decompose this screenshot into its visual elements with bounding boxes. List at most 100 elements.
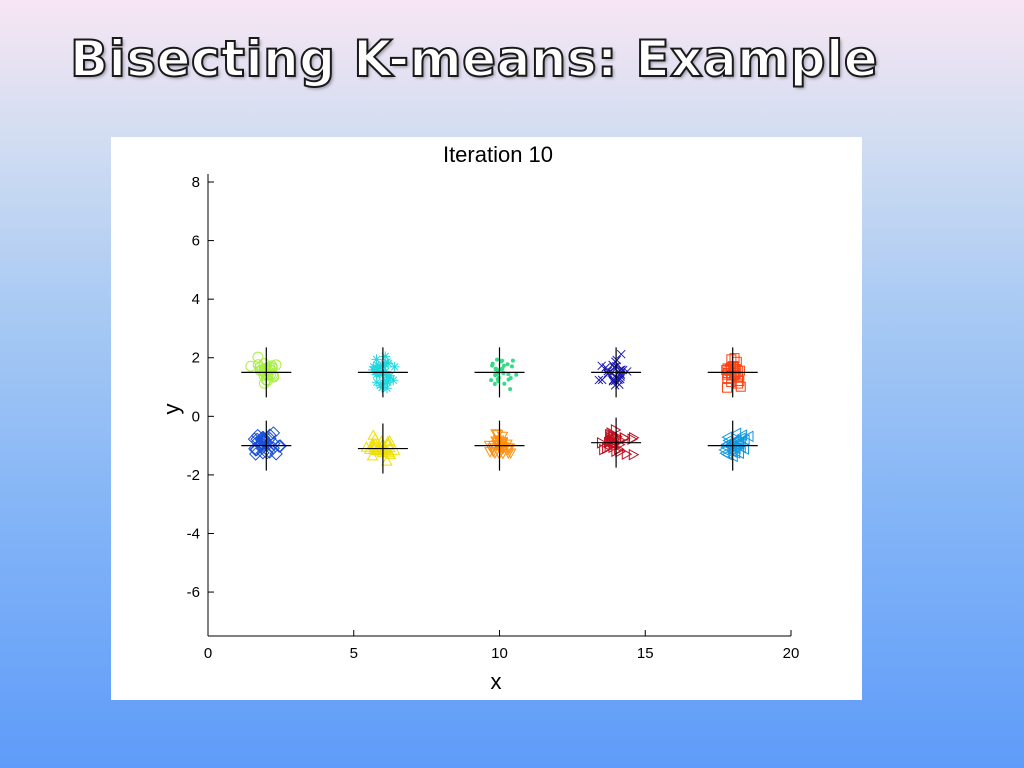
chart-title: Iteration 10 bbox=[443, 142, 553, 167]
data-point bbox=[724, 364, 735, 375]
data-point bbox=[615, 374, 625, 384]
data-point bbox=[601, 363, 611, 372]
centroid-marker bbox=[474, 420, 525, 471]
data-point bbox=[380, 455, 393, 466]
data-point bbox=[269, 447, 283, 461]
data-point bbox=[499, 367, 504, 372]
data-point bbox=[371, 354, 382, 365]
centroid-marker bbox=[707, 347, 758, 398]
data-point bbox=[379, 378, 390, 389]
y-tick-label: 4 bbox=[192, 291, 200, 308]
data-point bbox=[501, 371, 506, 376]
data-point bbox=[260, 437, 275, 452]
data-point bbox=[622, 367, 632, 376]
data-point bbox=[628, 448, 640, 461]
centroid-marker bbox=[357, 347, 408, 398]
data-point bbox=[375, 368, 386, 379]
data-point bbox=[388, 375, 399, 386]
data-point bbox=[506, 372, 511, 377]
data-point bbox=[490, 429, 502, 440]
y-tick-label: 8 bbox=[192, 174, 200, 191]
data-point bbox=[621, 448, 633, 460]
data-point bbox=[501, 363, 506, 368]
data-point bbox=[272, 439, 286, 453]
data-point bbox=[389, 361, 400, 372]
data-point bbox=[505, 362, 510, 367]
centroid-marker bbox=[591, 417, 642, 468]
data-point bbox=[721, 448, 732, 461]
data-point bbox=[492, 435, 505, 446]
data-point bbox=[732, 378, 743, 389]
plot-panel: Iteration 10 0 5 10 15 20 8 6 4 2 0 -2 -4 -6 x y bbox=[111, 137, 862, 700]
data-point bbox=[372, 366, 383, 377]
data-point bbox=[495, 377, 500, 382]
data-point bbox=[385, 370, 396, 381]
data-point bbox=[383, 358, 394, 369]
data-point bbox=[608, 431, 620, 444]
data-point bbox=[501, 439, 513, 451]
data-point bbox=[249, 447, 263, 461]
data-point bbox=[266, 426, 281, 440]
data-point bbox=[375, 435, 388, 446]
data-point bbox=[245, 360, 257, 372]
data-point bbox=[382, 435, 394, 447]
data-point bbox=[730, 434, 742, 446]
data-point bbox=[368, 361, 379, 372]
data-point bbox=[493, 373, 498, 378]
data-point bbox=[610, 376, 620, 386]
data-point bbox=[381, 383, 392, 394]
data-point bbox=[367, 439, 380, 451]
data-point bbox=[373, 360, 384, 371]
centroid-marker bbox=[591, 347, 642, 398]
y-tick-label: 2 bbox=[192, 350, 200, 367]
data-point bbox=[612, 430, 623, 443]
data-point bbox=[371, 369, 382, 380]
data-point bbox=[495, 357, 500, 362]
data-point bbox=[721, 438, 733, 451]
data-point bbox=[735, 381, 746, 392]
data-point bbox=[605, 435, 616, 448]
data-point bbox=[258, 358, 270, 370]
x-tick-label: 0 bbox=[204, 645, 212, 662]
y-tick-label: -4 bbox=[187, 525, 200, 542]
data-point bbox=[487, 447, 500, 458]
data-point bbox=[508, 387, 513, 392]
y-axis-label: y bbox=[159, 404, 184, 415]
data-point bbox=[490, 436, 502, 448]
data-point bbox=[514, 372, 519, 377]
centroid-marker bbox=[474, 347, 525, 398]
data-point bbox=[728, 434, 740, 447]
data-point bbox=[372, 440, 385, 452]
x-tick-label: 5 bbox=[350, 645, 358, 662]
data-point bbox=[388, 444, 401, 455]
data-point bbox=[270, 359, 282, 371]
data-point bbox=[259, 363, 271, 375]
data-point bbox=[381, 376, 392, 387]
x-tick-label: 10 bbox=[491, 645, 508, 662]
y-tick-label: 0 bbox=[192, 408, 200, 425]
data-point bbox=[603, 369, 613, 378]
data-point bbox=[492, 381, 497, 386]
data-point bbox=[493, 367, 498, 372]
x-axis-label: x bbox=[491, 669, 502, 694]
data-point bbox=[726, 362, 737, 373]
data-point bbox=[260, 446, 274, 460]
data-point bbox=[252, 351, 264, 363]
centroid-marker bbox=[707, 420, 758, 471]
data-point bbox=[490, 363, 495, 368]
y-tick-label: -2 bbox=[187, 467, 200, 484]
centroid-layer bbox=[241, 347, 758, 474]
y-tick-label: -6 bbox=[187, 584, 200, 601]
data-point bbox=[380, 366, 391, 377]
slide-title: Bisecting K-means: Example bbox=[69, 29, 879, 89]
data-point bbox=[509, 364, 514, 369]
centroid-marker bbox=[241, 420, 292, 471]
data-point bbox=[742, 430, 754, 443]
data-point bbox=[371, 377, 382, 388]
data-point bbox=[249, 442, 264, 457]
data-point bbox=[367, 364, 378, 375]
data-point bbox=[726, 354, 737, 365]
data-point bbox=[721, 431, 732, 444]
